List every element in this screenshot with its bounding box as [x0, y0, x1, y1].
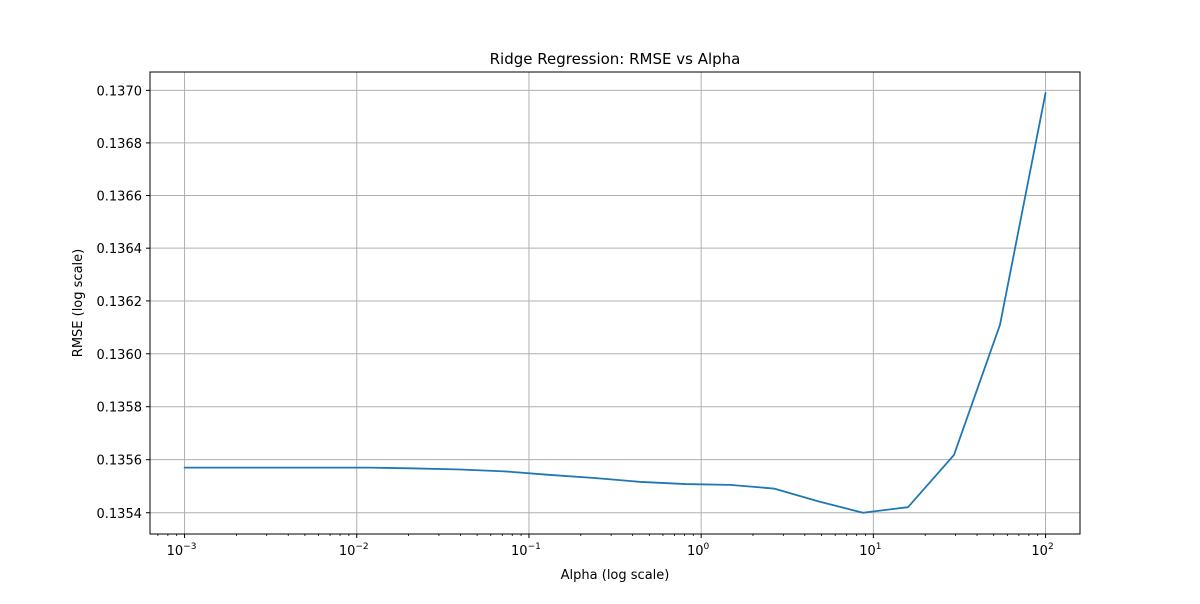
chart-title: Ridge Regression: RMSE vs Alpha — [490, 50, 741, 68]
rmse-line — [183, 92, 1047, 514]
x-tick-label: 10−3 — [167, 542, 197, 559]
y-axis-label: RMSE (log scale) — [71, 249, 86, 357]
series-layer — [183, 92, 1047, 514]
x-tick-label: 10−1 — [511, 542, 541, 559]
y-axis-ticks: 0.1354 0.1356 0.1358 0.1360 0.1362 0.1364 0.13… — [97, 84, 150, 522]
y-tick-label: 0.1360 — [97, 348, 143, 363]
y-tick-label: 0.1368 — [97, 137, 143, 152]
y-tick-label: 0.1370 — [97, 84, 143, 99]
x-tick-label: 102 — [1031, 542, 1053, 559]
y-tick-label: 0.1364 — [97, 242, 143, 257]
x-tick-label: 10−2 — [339, 542, 369, 559]
x-axis-label: Alpha (log scale) — [561, 568, 670, 583]
plot-frame — [149, 71, 1081, 535]
x-axis-ticks: 10−3 10−2 10−1 100 101 102 — [157, 534, 1054, 559]
y-tick-label: 0.1358 — [97, 401, 143, 416]
grid-lines — [150, 72, 1080, 534]
x-tick-label: 100 — [687, 542, 710, 559]
x-tick-label: 101 — [859, 542, 881, 559]
y-tick-label: 0.1362 — [97, 295, 143, 310]
y-tick-label: 0.1354 — [97, 507, 143, 522]
y-tick-label: 0.1356 — [97, 454, 143, 469]
y-tick-label: 0.1366 — [97, 189, 143, 204]
